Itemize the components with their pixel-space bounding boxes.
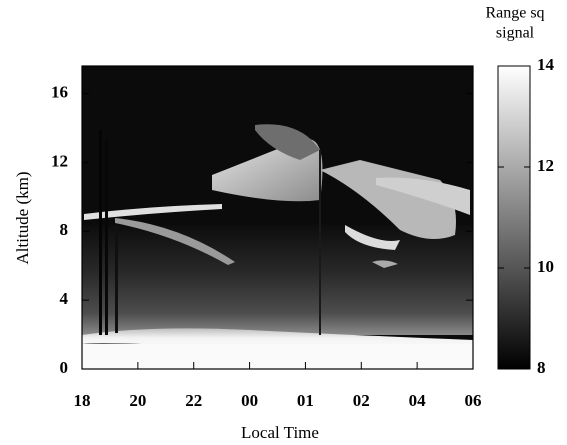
y-tick-label: 8 (60, 220, 69, 239)
colorbar-title: Range sq (485, 5, 544, 22)
x-tick-label: 06 (465, 391, 482, 410)
x-axis-label: Local Time (241, 423, 319, 442)
x-tick-label: 20 (129, 391, 146, 410)
colorbar: 8 10 12 14 (497, 55, 555, 377)
x-tick-label: 00 (241, 391, 258, 410)
colorbar-tick-label: 10 (537, 257, 554, 276)
x-tick-label: 01 (297, 391, 314, 410)
x-tick-label: 18 (74, 391, 91, 410)
y-axis-label: Altitude (km) (13, 171, 32, 264)
y-tick-label: 4 (60, 289, 69, 308)
x-tick-label: 02 (353, 391, 370, 410)
colorbar-tick-label: 8 (537, 358, 546, 377)
colorbar-tick-label: 14 (537, 55, 555, 74)
heatmap-image (82, 66, 473, 369)
colorbar-tick-label: 12 (537, 156, 554, 175)
colorbar-title: signal (496, 25, 535, 42)
x-tick-label: 22 (185, 391, 202, 410)
colorbar-gradient (497, 65, 531, 370)
y-tick-label: 0 (60, 358, 69, 377)
plot-frame (81, 65, 474, 370)
x-tick-label: 04 (409, 391, 427, 410)
y-tick-label: 16 (51, 82, 68, 101)
y-tick-label: 12 (51, 151, 68, 170)
